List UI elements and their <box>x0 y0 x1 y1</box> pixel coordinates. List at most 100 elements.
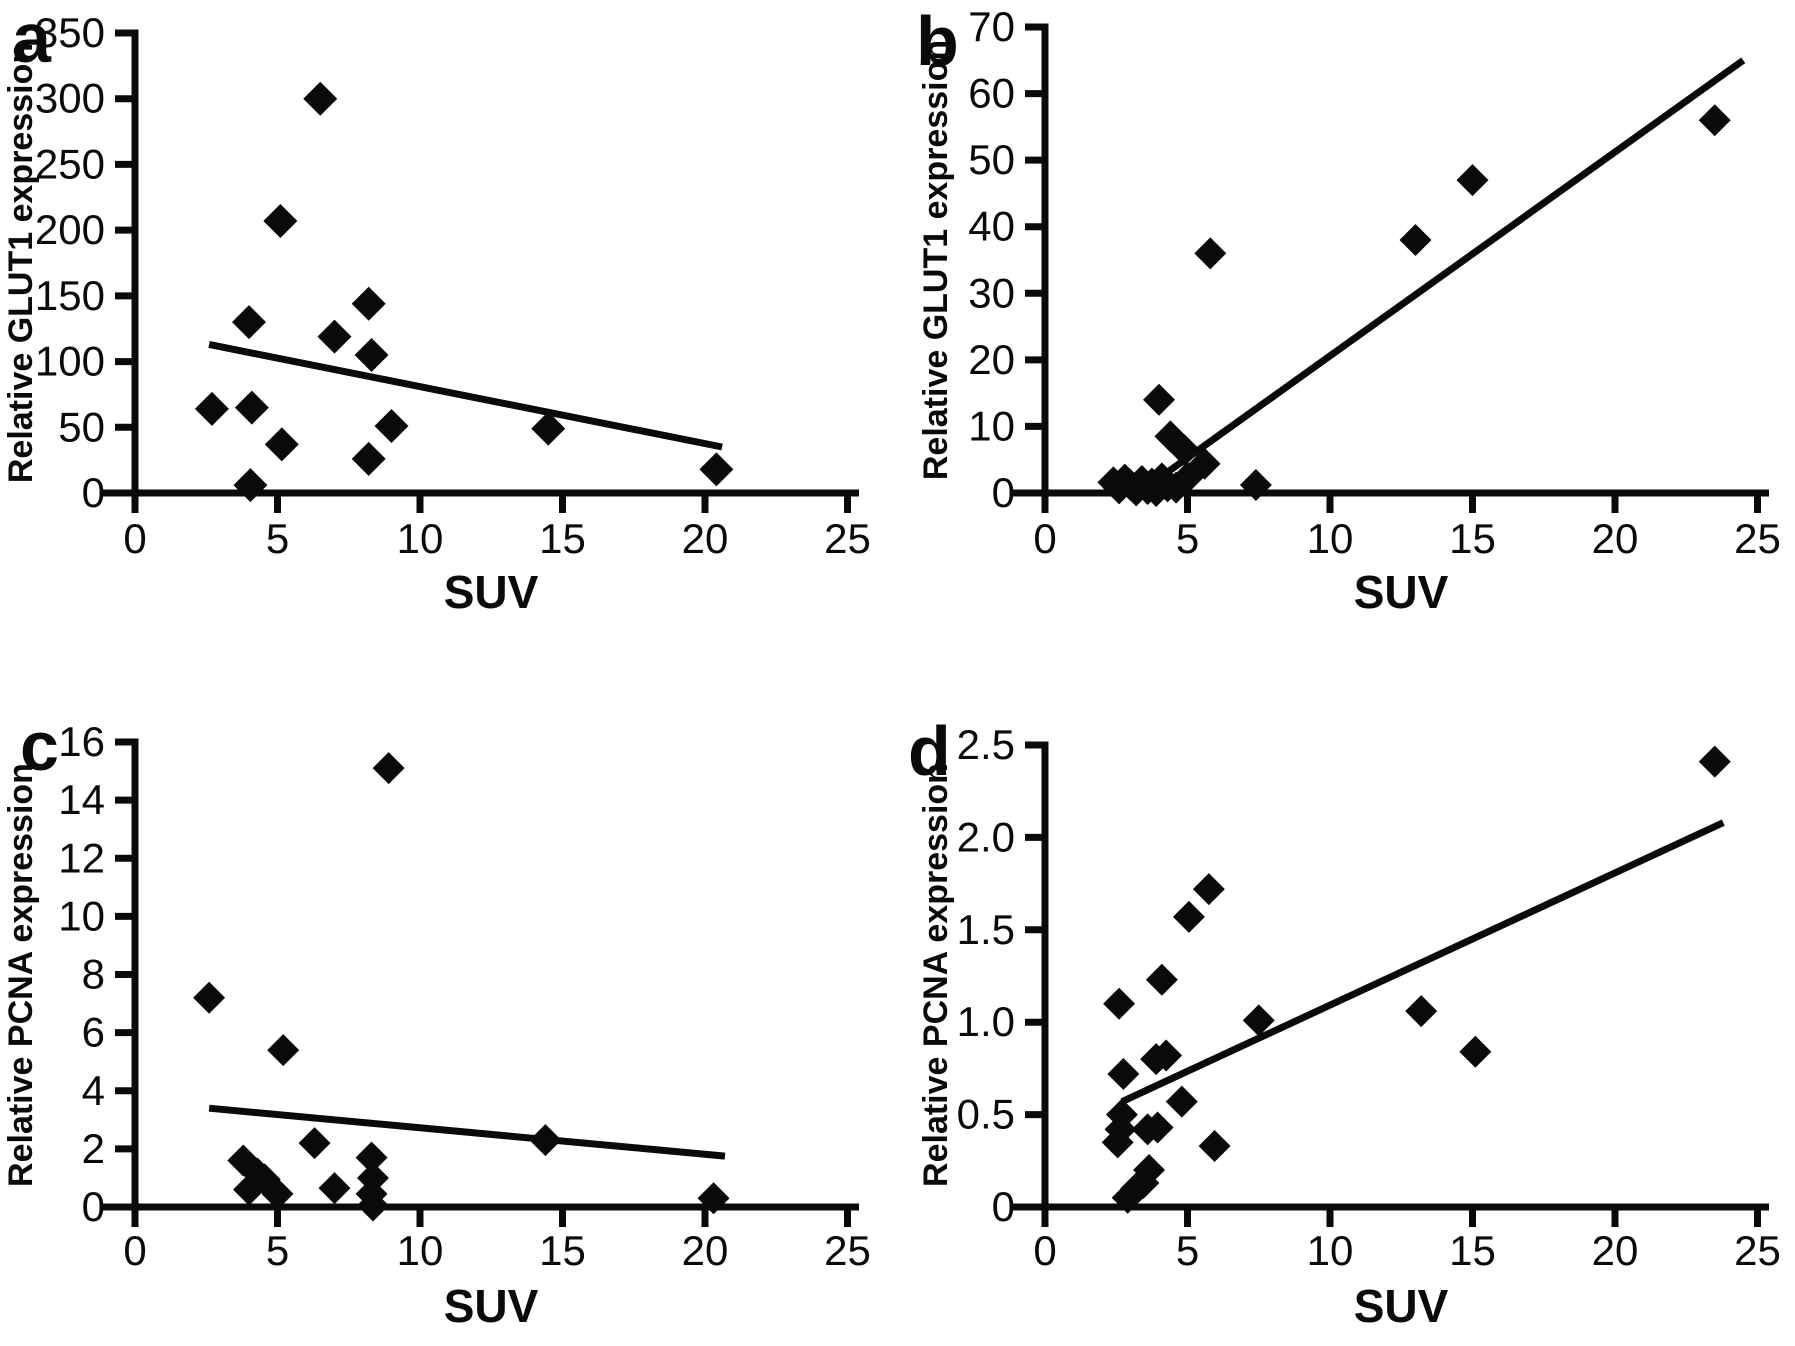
trend-line <box>1145 57 1746 490</box>
x-tick-label: 5 <box>1176 515 1199 562</box>
x-axis-label: SUV <box>1354 1280 1449 1332</box>
x-tick-label: 15 <box>539 1227 586 1274</box>
data-point-diamond <box>233 468 268 503</box>
x-tick-label: 10 <box>1307 1227 1354 1274</box>
data-point-diamond <box>1165 1085 1198 1118</box>
y-axis-label: Relative GLUT1 expression <box>917 40 955 480</box>
trend-line <box>208 341 723 451</box>
x-tick-label: 20 <box>682 1227 729 1274</box>
data-point-diamond <box>264 427 299 462</box>
x-tick-label: 5 <box>1176 1227 1199 1274</box>
x-tick-label: 5 <box>266 515 289 562</box>
y-tick-label: 8 <box>82 951 105 998</box>
y-tick-label: 70 <box>968 3 1015 50</box>
y-tick-label: 250 <box>35 140 105 187</box>
x-tick-label: 15 <box>539 515 586 562</box>
data-point-diamond <box>1143 383 1175 416</box>
x-axis-label: SUV <box>444 566 539 618</box>
x-tick-label: 0 <box>123 515 146 562</box>
x-tick-label: 25 <box>824 515 871 562</box>
x-tick-label: 25 <box>1734 515 1781 562</box>
data-point-diamond <box>1456 164 1489 197</box>
data-point-diamond <box>1192 873 1225 906</box>
axes <box>1009 741 1769 1211</box>
data-point-diamond <box>372 752 405 785</box>
data-point-diamond <box>1198 1130 1231 1163</box>
data-point-diamond <box>193 981 226 1014</box>
x-axis-label: SUV <box>1354 566 1449 618</box>
data-point-diamond <box>355 1141 388 1174</box>
trend-line <box>208 1104 726 1160</box>
data-point-diamond <box>351 441 386 476</box>
x-tick-label: 15 <box>1449 515 1496 562</box>
x-tick-label: 20 <box>1592 515 1639 562</box>
axes <box>99 738 859 1211</box>
panel-letter: b <box>916 2 959 80</box>
data-point-diamond <box>1101 1126 1134 1159</box>
data-point-diamond <box>303 81 338 116</box>
y-tick-label: 0 <box>82 469 105 516</box>
data-point-diamond <box>1133 1154 1166 1187</box>
panel-a: 0 5 10 15 20 25050100150200250300350Relative … <box>2 0 871 618</box>
x-tick-label: 0 <box>1033 515 1056 562</box>
panel-letter: c <box>20 707 59 785</box>
data-point-diamond <box>1107 1057 1140 1090</box>
data-point-diamond <box>1168 434 1201 467</box>
data-point-diamond <box>1239 469 1272 502</box>
data-point-diamond <box>1459 1035 1492 1068</box>
x-tick-label: 10 <box>1307 515 1354 562</box>
data-point-diamond <box>298 1127 331 1160</box>
data-point-diamond <box>356 1189 389 1222</box>
y-tick-label: 2.5 <box>957 721 1015 768</box>
data-point-diamond <box>1698 104 1731 137</box>
y-tick-label: 200 <box>35 206 105 253</box>
x-tick-label: 15 <box>1449 1227 1496 1274</box>
y-tick-label: 12 <box>58 834 105 881</box>
axes <box>99 29 859 497</box>
data-point-diamond <box>354 338 389 372</box>
x-tick-label: 10 <box>397 1227 444 1274</box>
y-tick-label: 50 <box>58 403 105 450</box>
y-tick-label: 2.0 <box>957 813 1015 860</box>
y-axis-label: Relative PCNA expression <box>917 763 955 1187</box>
y-tick-label: 16 <box>58 718 105 765</box>
y-tick-label: 0 <box>82 1183 105 1230</box>
data-point-diamond <box>1242 1004 1275 1037</box>
x-tick-label: 0 <box>123 1227 146 1274</box>
data-point-diamond <box>1145 963 1178 996</box>
x-tick-label: 20 <box>682 515 729 562</box>
data-point-diamond <box>351 286 386 321</box>
y-tick-label: 0 <box>992 469 1015 516</box>
data-point-diamond <box>267 1034 300 1067</box>
data-point-diamond <box>697 1182 730 1215</box>
y-tick-label: 60 <box>968 70 1015 117</box>
data-point-diamond <box>263 203 298 238</box>
y-axis-label: Relative GLUT1 expression <box>2 43 40 483</box>
x-tick-label: 25 <box>1734 1227 1781 1274</box>
y-tick-label: 50 <box>968 136 1015 183</box>
y-tick-label: 14 <box>58 776 105 823</box>
panel-letter: a <box>12 0 52 77</box>
y-tick-label: 30 <box>968 269 1015 316</box>
y-tick-label: 4 <box>82 1067 105 1114</box>
y-tick-label: 20 <box>968 336 1015 383</box>
data-point-diamond <box>529 1124 562 1157</box>
data-point-diamond <box>194 391 229 426</box>
trend-line <box>1120 819 1725 1105</box>
y-tick-label: 1.0 <box>957 998 1015 1045</box>
data-point-diamond <box>1141 1111 1174 1144</box>
data-point-diamond <box>1405 995 1438 1028</box>
panel-b: 0 5 10 15 20 25 0 10 20 30 40 50 60 70 Relative GLUT1 … <box>916 2 1781 618</box>
x-tick-label: 5 <box>266 1227 289 1274</box>
data-point-diamond <box>374 408 409 443</box>
data-point-diamond <box>531 411 566 446</box>
data-point-diamond <box>699 452 734 487</box>
y-tick-label: 10 <box>968 402 1015 449</box>
y-tick-label: 40 <box>968 203 1015 250</box>
y-tick-label: 0.5 <box>957 1091 1015 1138</box>
y-tick-label: 1.5 <box>957 906 1015 953</box>
data-point-diamond <box>1194 237 1227 270</box>
y-axis-label: Relative PCNA expression <box>2 763 40 1187</box>
